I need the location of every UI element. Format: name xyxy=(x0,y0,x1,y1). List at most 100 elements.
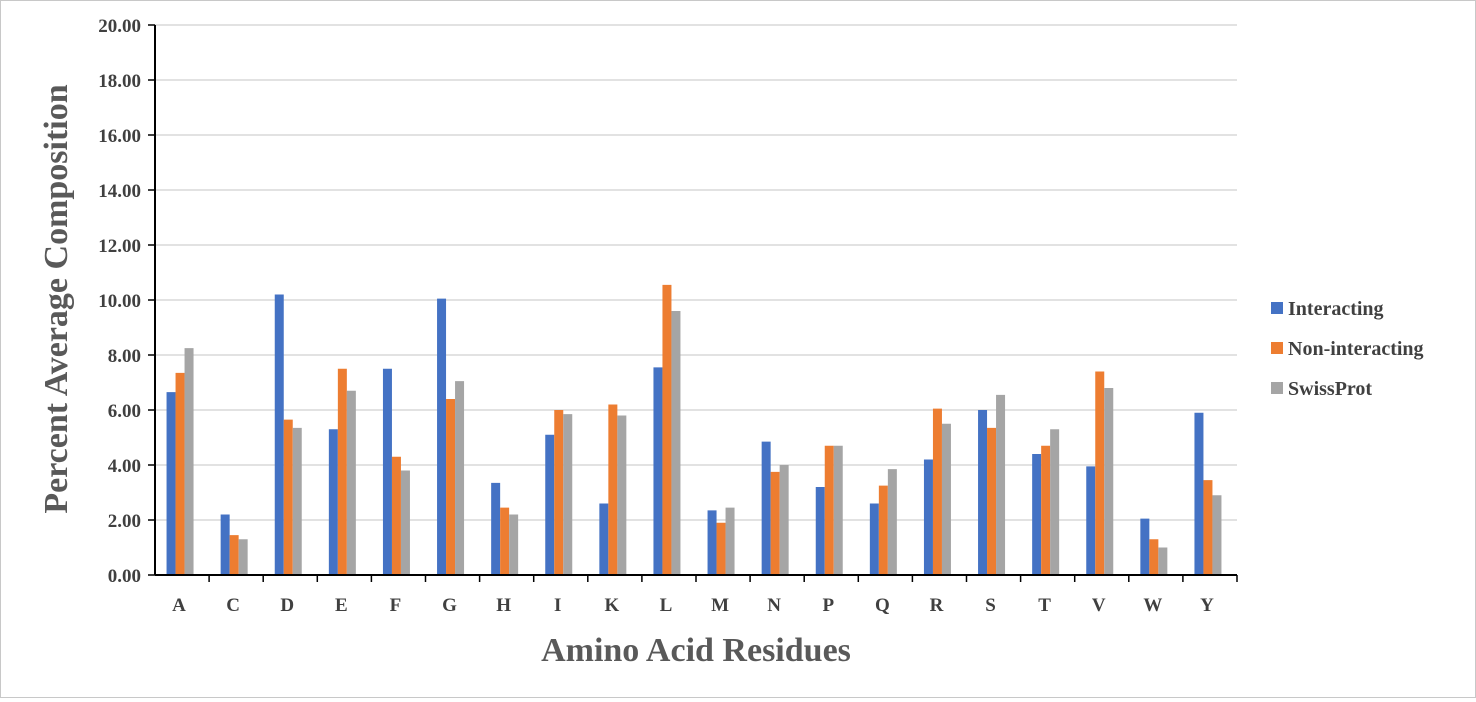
y-tick-label: 6.00 xyxy=(108,401,141,422)
bar-non-interacting-d xyxy=(283,419,293,575)
bar-interacting-s xyxy=(978,410,988,575)
bar-interacting-a xyxy=(166,392,176,575)
bar-non-interacting-v xyxy=(1095,371,1105,575)
bar-non-interacting-r xyxy=(932,408,942,575)
bars xyxy=(166,284,1222,575)
bar-non-interacting-e xyxy=(337,368,347,575)
legend: Interacting Non-interacting SwissProt xyxy=(1271,298,1424,400)
y-tick-label: 20.00 xyxy=(98,16,141,37)
bar-non-interacting-t xyxy=(1041,445,1051,575)
bar-non-interacting-k xyxy=(608,404,618,575)
bar-swissprot-w xyxy=(1158,547,1168,575)
x-tick-label: I xyxy=(554,595,561,616)
bar-swissprot-c xyxy=(238,539,248,575)
y-tick-label: 18.00 xyxy=(98,71,141,92)
bar-non-interacting-g xyxy=(446,399,456,575)
bar-interacting-n xyxy=(761,441,771,575)
bar-interacting-l xyxy=(653,367,663,575)
bar-interacting-i xyxy=(545,434,555,575)
bar-interacting-f xyxy=(382,368,392,575)
x-tick-label: Y xyxy=(1200,595,1214,616)
bar-swissprot-k xyxy=(617,415,627,575)
bar-interacting-c xyxy=(220,514,230,575)
legend-swatch xyxy=(1271,302,1283,314)
y-tick-label: 12.00 xyxy=(98,236,141,257)
bar-swissprot-i xyxy=(563,414,573,575)
x-tick-label: A xyxy=(172,595,186,616)
y-tick-label: 14.00 xyxy=(98,181,141,202)
x-tick-label: W xyxy=(1143,595,1162,616)
bar-interacting-w xyxy=(1140,518,1150,575)
bar-swissprot-h xyxy=(509,514,519,575)
y-tick-labels: 0.00 2.00 4.00 6.00 8.00 10.00 12.00 14.00 16.00… xyxy=(98,16,141,587)
x-axis-label: Amino Acid Residues xyxy=(541,632,851,669)
bar-interacting-y xyxy=(1194,412,1204,575)
y-tick-label: 0.00 xyxy=(108,566,141,587)
x-tick-label: N xyxy=(767,595,781,616)
bar-non-interacting-m xyxy=(716,522,726,575)
y-tick-label: 8.00 xyxy=(108,346,141,367)
bar-non-interacting-c xyxy=(229,535,239,575)
bar-non-interacting-h xyxy=(500,507,510,575)
x-tick-label: H xyxy=(496,595,511,616)
bar-non-interacting-q xyxy=(878,485,888,575)
bar-non-interacting-f xyxy=(391,456,401,575)
x-tick-label: K xyxy=(604,595,619,616)
bar-swissprot-a xyxy=(184,348,194,575)
bar-swissprot-m xyxy=(725,507,735,575)
y-tick-label: 16.00 xyxy=(98,126,141,147)
bar-non-interacting-y xyxy=(1203,480,1213,575)
bar-non-interacting-s xyxy=(987,427,997,575)
x-tick-label: L xyxy=(660,595,673,616)
x-tick-label: M xyxy=(711,595,729,616)
legend-swatch xyxy=(1271,342,1283,354)
bar-interacting-r xyxy=(923,459,933,575)
bar-swissprot-n xyxy=(779,465,789,575)
bar-swissprot-p xyxy=(833,445,843,575)
bar-interacting-t xyxy=(1032,454,1042,575)
x-tick-label: G xyxy=(442,595,457,616)
legend-label: Non-interacting xyxy=(1288,338,1424,360)
gridlines xyxy=(155,24,1237,521)
x-tick-label: S xyxy=(985,595,996,616)
bar-swissprot-g xyxy=(455,381,465,575)
y-tick-label: 4.00 xyxy=(108,456,141,477)
y-tick-label: 2.00 xyxy=(108,511,141,532)
bar-interacting-g xyxy=(437,298,447,575)
x-tick-label: C xyxy=(226,595,240,616)
x-tick-label: Q xyxy=(875,595,890,616)
x-tick-label: P xyxy=(822,595,834,616)
bar-swissprot-y xyxy=(1212,495,1222,575)
bar-interacting-h xyxy=(491,482,501,575)
x-tick-label: D xyxy=(280,595,294,616)
y-tick-label: 10.00 xyxy=(98,291,141,312)
x-tick-label: F xyxy=(390,595,402,616)
legend-label: Interacting xyxy=(1288,298,1384,320)
y-axis-label: Percent Average Composition xyxy=(38,84,75,513)
x-tick-label: R xyxy=(930,595,944,616)
bar-swissprot-e xyxy=(346,390,356,575)
x-tick-label: V xyxy=(1092,595,1106,616)
bar-swissprot-r xyxy=(941,423,951,575)
bar-swissprot-s xyxy=(996,394,1006,575)
bar-swissprot-v xyxy=(1104,388,1114,575)
bar-interacting-d xyxy=(274,294,284,575)
x-tick-label: E xyxy=(335,595,348,616)
bar-swissprot-l xyxy=(671,311,681,575)
x-tick-label: T xyxy=(1038,595,1051,616)
legend-label: SwissProt xyxy=(1288,378,1372,400)
bar-interacting-k xyxy=(599,503,609,575)
bar-non-interacting-i xyxy=(554,410,564,575)
bar-interacting-m xyxy=(707,510,717,575)
bar-non-interacting-n xyxy=(770,471,780,575)
bar-swissprot-t xyxy=(1050,429,1060,575)
bar-non-interacting-a xyxy=(175,372,185,575)
bar-interacting-p xyxy=(815,487,825,575)
bar-interacting-e xyxy=(328,429,338,575)
bar-interacting-q xyxy=(869,503,879,575)
bar-non-interacting-l xyxy=(662,284,672,575)
bar-swissprot-q xyxy=(887,469,897,575)
